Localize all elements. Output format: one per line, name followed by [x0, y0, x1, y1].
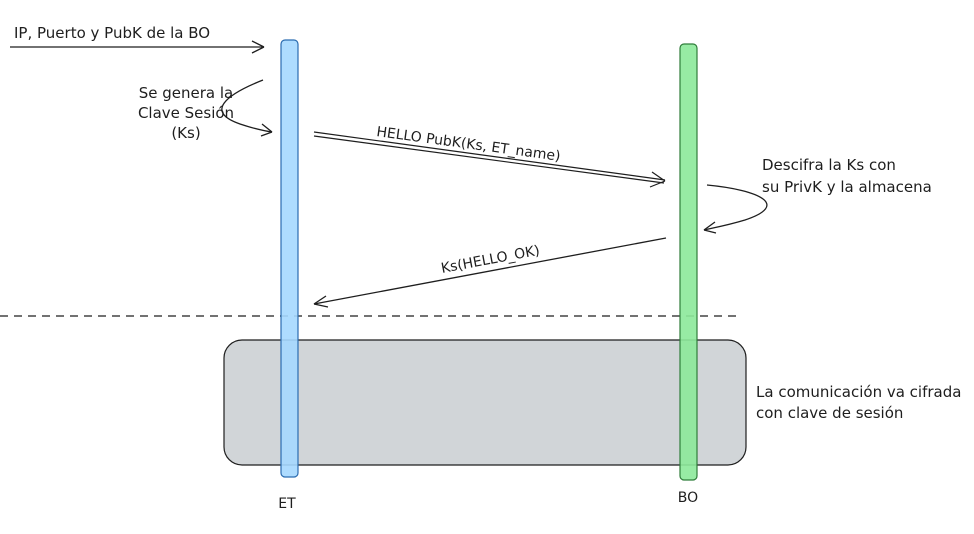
encrypted-zone-label-line-2: con clave de sesión	[756, 404, 903, 422]
bo-lifeline	[680, 44, 697, 480]
et-label: ET	[278, 496, 296, 512]
note-right-arrow	[704, 185, 767, 233]
ok-message-label: Ks(HELLO_OK)	[440, 243, 541, 277]
et-lifeline	[281, 40, 298, 477]
note-right-line-2: su PrivK y la almacena	[762, 178, 932, 196]
ok-arrow	[314, 238, 666, 307]
note-left-line-1: Se genera la	[139, 84, 234, 102]
encrypted-zone-label-line-1: La comunicación va cifrada	[756, 383, 961, 401]
incoming-message-label: IP, Puerto y PubK de la BO	[14, 24, 210, 42]
note-left-line-3: (Ks)	[171, 124, 200, 142]
note-left-line-2: Clave Sesión	[138, 104, 234, 122]
incoming-arrow	[10, 41, 264, 53]
bo-label: BO	[678, 490, 698, 506]
encrypted-zone	[224, 340, 746, 465]
note-right-line-1: Descifra la Ks con	[762, 156, 896, 174]
